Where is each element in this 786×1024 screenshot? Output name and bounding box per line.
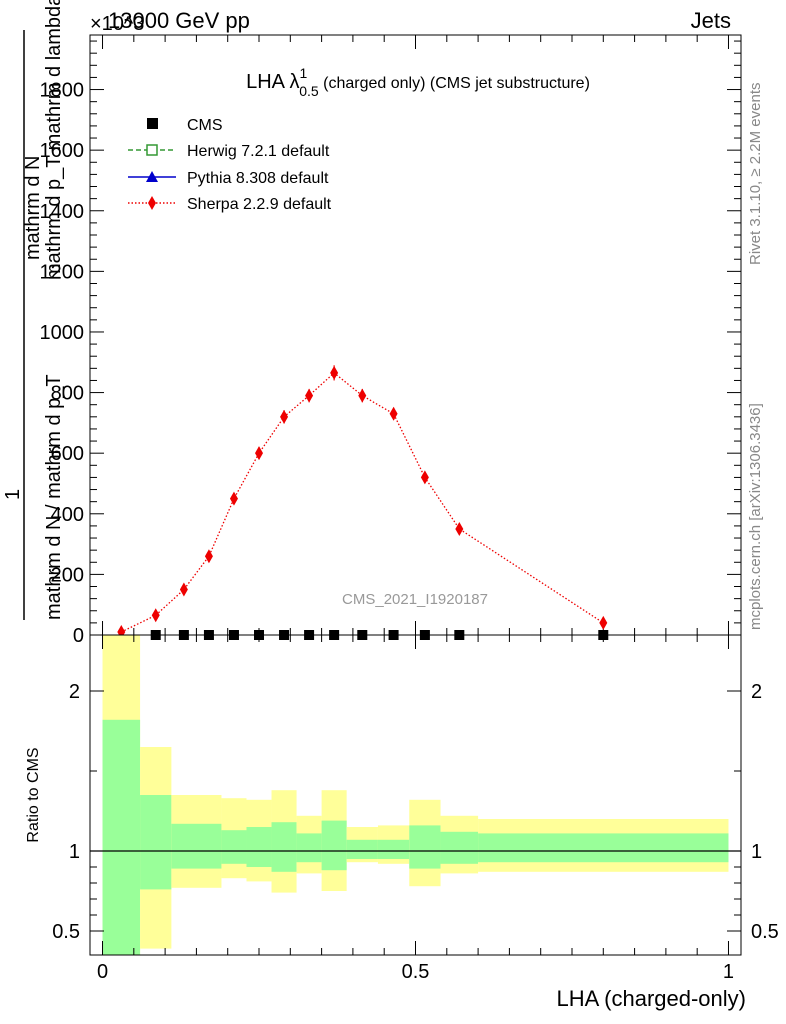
ratio-inner-band	[346, 839, 378, 859]
watermark: CMS_2021_I1920187	[342, 591, 488, 608]
sherpa-point	[229, 491, 238, 506]
sherpa-point	[305, 388, 314, 403]
rivet-side-label: Rivet 3.1.10, ≥ 2.2M events	[747, 83, 764, 266]
mcplots-side-label: mcplots.cern.ch [arXiv:1306.3436]	[747, 403, 764, 630]
sherpa-point	[255, 446, 264, 461]
ratio-x-tick-label: 0.5	[402, 961, 430, 983]
main-y-tick-label: 1000	[40, 322, 85, 344]
main-y-tick-label: 1800	[40, 80, 85, 102]
sherpa-point	[599, 615, 608, 630]
ratio-inner-band	[321, 820, 347, 871]
ratio-inner-band	[140, 795, 172, 890]
ratio-inner-band	[102, 719, 141, 955]
header-right-label: Jets	[691, 8, 731, 33]
sherpa-point	[420, 470, 429, 485]
ratio-inner-band	[171, 823, 222, 869]
ratio-inner-band	[271, 822, 297, 872]
ratio-inner-band	[221, 830, 247, 864]
plot-title-rest: (charged only) (CMS jet substructure)	[319, 75, 590, 92]
ratio-x-tick-label: 1	[723, 961, 734, 983]
sherpa-point	[330, 365, 339, 380]
sherpa-point	[179, 582, 188, 597]
plot-title-main: LHA λ	[246, 71, 299, 93]
plot-title: LHA λ1 0.5 (charged only) (CMS jet substr…	[246, 65, 590, 99]
ratio-inner-band	[296, 833, 322, 863]
sherpa-series	[117, 365, 608, 639]
ratio-inner-band	[377, 839, 410, 859]
y-label-bottom: 1	[2, 489, 24, 500]
ratio-y-tick-label: 1	[69, 841, 80, 863]
legend-pythia-label: Pythia 8.308 default	[187, 170, 329, 187]
y-label-top: mathrm d N	[22, 156, 44, 260]
main-y-tick-label: 600	[51, 443, 84, 465]
ratio-y-tick-label-right: 2	[751, 681, 762, 703]
main-y-tick-label: 400	[51, 504, 84, 526]
ratio-y-tick-label: 0.5	[52, 921, 80, 943]
sherpa-point	[358, 388, 367, 403]
legend-cms-label: CMS	[187, 117, 223, 134]
legend-cms-marker	[147, 118, 158, 129]
ratio-x-tick-label: 0	[97, 961, 108, 983]
ratio-panel: 0.5 0.51 12 2 0 0.5 1	[52, 634, 779, 983]
ratio-y-tick-label-right: 1	[751, 841, 762, 863]
ratio-inner-band	[409, 825, 441, 869]
sherpa-point	[389, 406, 398, 421]
legend: CMS Herwig 7.2.1 default Pythia 8.308 de…	[128, 117, 332, 213]
legend-herwig-label: Herwig 7.2.1 default	[187, 143, 330, 160]
main-y-axis-label: mathrm d N mathrm d p_T mathrm d lambda …	[2, 0, 65, 620]
main-panel: 0 200 400 600 800 1000 1200 1400 1600 1800 CMS_20…	[40, 34, 742, 647]
ratio-y-tick-label-right: 0.5	[751, 921, 779, 943]
main-y-tick-label: 1600	[40, 140, 85, 162]
header-left-label: 13000 GeV pp	[108, 8, 250, 33]
legend-pythia-marker	[146, 171, 158, 182]
plot-title-sub: 0.5	[299, 83, 319, 99]
legend-herwig-marker	[146, 144, 158, 156]
ratio-inner-band	[440, 831, 479, 864]
main-y-tick-label: 200	[51, 564, 84, 586]
main-y-tick-label: 800	[51, 383, 84, 405]
sherpa-point	[151, 608, 160, 623]
y-label-top-2: mathrm d p_T mathrm d lambda	[43, 0, 65, 280]
y-label-bottom-2: mathrm d N / mathrm d p_T	[43, 374, 65, 620]
ratio-bands	[102, 635, 729, 955]
main-y-tick-label: 0	[73, 625, 84, 647]
ratio-inner-band	[246, 827, 272, 867]
plot-title-sup: 1	[299, 65, 307, 81]
sherpa-point	[455, 521, 464, 536]
ratio-x-ticks: 0 0.5 1	[97, 635, 734, 983]
sherpa-point	[280, 409, 289, 424]
main-y-tick-label: 1400	[40, 201, 85, 223]
ratio-inner-band	[478, 833, 729, 863]
main-y-tick-label: 1200	[40, 261, 85, 283]
main-y-ticks: 0 200 400 600 800 1000 1200 1400 1600 1800	[40, 40, 741, 647]
exponent-label: ×10^3	[90, 13, 144, 35]
legend-sherpa-marker	[148, 196, 156, 210]
main-x-ticks	[102, 35, 729, 635]
x-axis-label: LHA (charged-only)	[556, 986, 746, 1011]
ratio-y-axis-label: Ratio to CMS	[25, 747, 42, 842]
sherpa-point	[204, 549, 213, 564]
ratio-y-tick-label: 2	[69, 681, 80, 703]
legend-sherpa-label: Sherpa 2.2.9 default	[187, 196, 332, 213]
